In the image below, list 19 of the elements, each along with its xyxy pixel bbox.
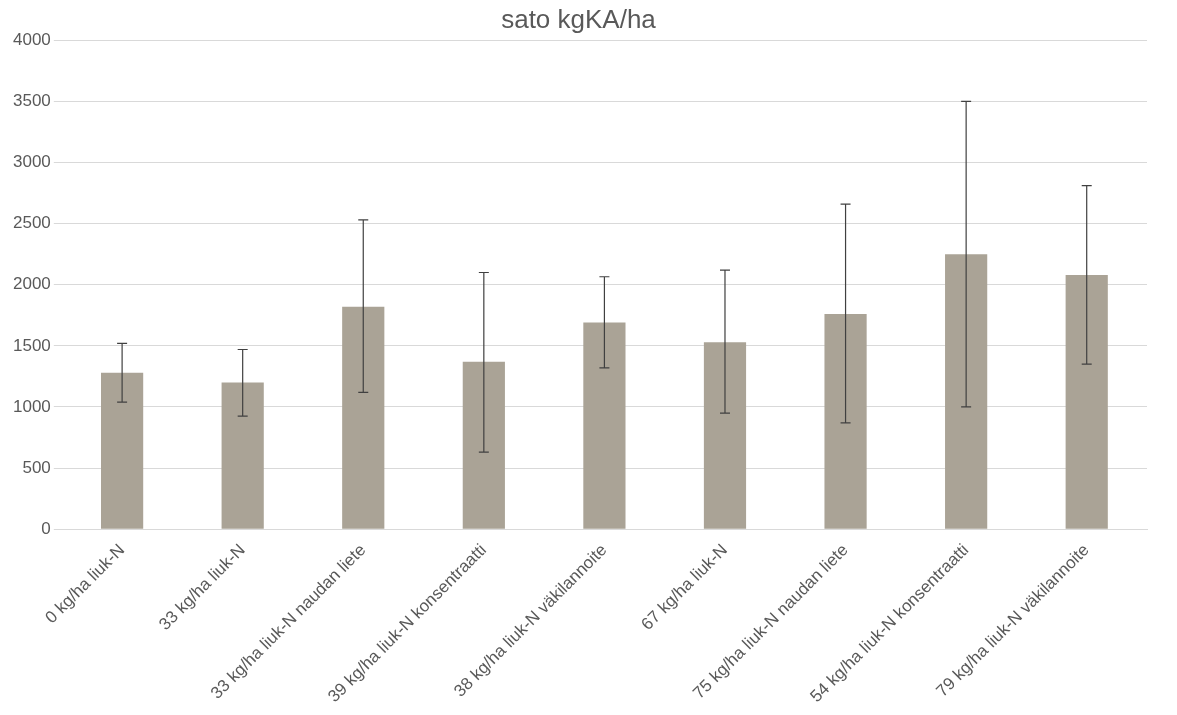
bar [342,306,385,529]
bar [703,342,747,529]
bar [945,254,988,529]
y-tick-label: 2000 [12,274,51,294]
y-tick-label: 4000 [12,29,51,49]
bar [221,382,264,529]
bar [101,372,144,529]
chart-title: sato kgKA/ha [501,3,657,34]
bar [1065,274,1108,529]
bar [462,361,505,529]
y-tick-label: 3000 [12,152,51,172]
y-tick-label: 500 [22,457,51,477]
bar [824,314,867,529]
bar [583,322,626,529]
y-tick-label: 0 [41,518,51,538]
y-tick-label: 3500 [12,91,51,111]
y-tick-label: 2500 [12,213,51,233]
y-tick-label: 1000 [12,396,51,416]
y-tick-label: 1500 [12,335,51,355]
